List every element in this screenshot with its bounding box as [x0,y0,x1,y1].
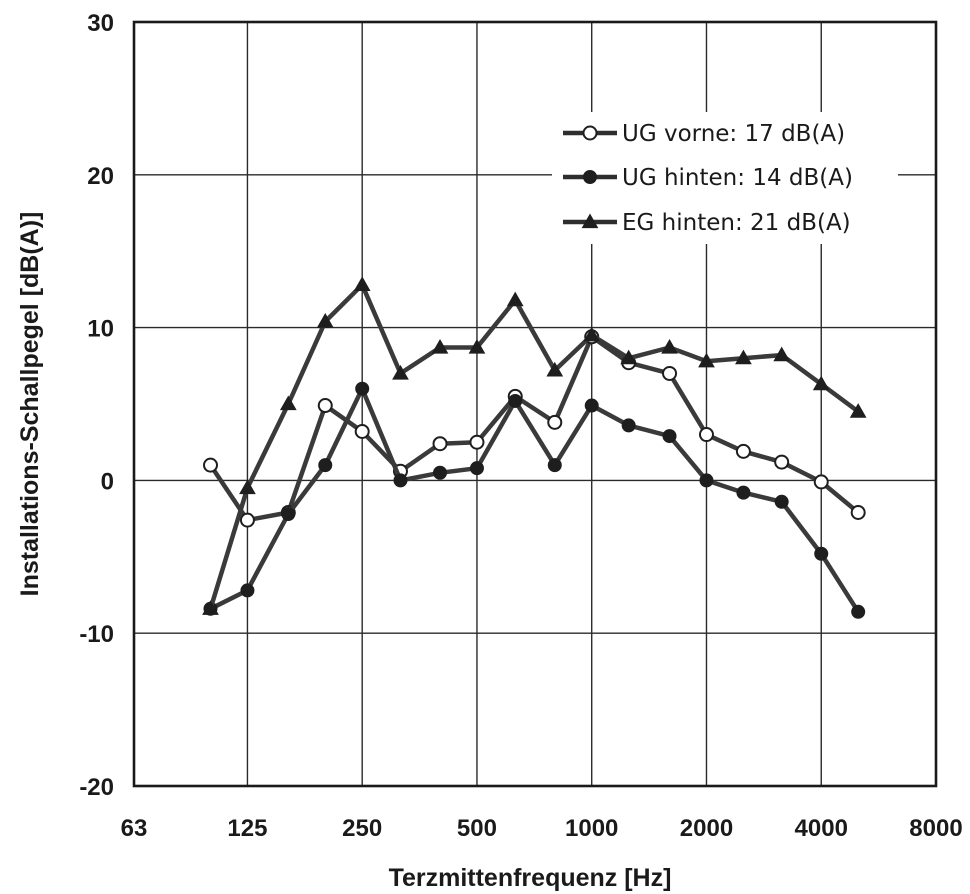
data-point [468,338,486,354]
y-tick-label: -20 [79,774,114,801]
data-point [240,583,255,598]
data-point [851,604,866,619]
data-point [506,291,524,307]
x-axis-title: Terzmittenfrequenz [Hz] [389,864,672,892]
legend-marker [581,213,599,229]
data-point [354,424,370,440]
data-point [469,461,484,476]
data-point [392,364,409,380]
data-point [547,414,563,430]
x-tick-label: 8000 [909,815,962,842]
data-point [393,473,408,488]
data-point [546,361,564,377]
y-tick-label: -10 [79,621,114,648]
grid [132,20,938,788]
data-point [736,485,751,500]
legend-label: EG hinten: 21 dB(A) [622,210,851,236]
data-point [620,349,638,365]
data-point [698,427,714,443]
data-point [353,276,371,291]
data-point [661,338,678,354]
data-point [584,398,599,413]
data-point [850,504,866,520]
data-point [318,458,333,473]
y-axis-title: Installations-Schallpegel [dB(A)] [16,212,44,597]
legend-label: UG hinten: 14 dB(A) [622,165,853,191]
data-point [433,465,448,480]
data-point [662,365,678,381]
data-point [773,346,791,362]
x-tick-label: 1000 [565,815,618,842]
x-tick-label: 4000 [795,815,848,842]
data-point [281,507,296,522]
data-point [812,375,830,391]
data-point [431,338,449,354]
data-point [202,600,219,615]
data-point [813,474,829,490]
x-tick-label: 500 [457,815,497,842]
legend-label: UG vorne: 17 dB(A) [622,121,845,147]
series-3 [202,276,867,615]
y-tick-label: 20 [87,163,114,190]
data-point [508,393,523,408]
data-point [849,403,867,418]
data-point [279,395,297,411]
data-point [583,326,601,342]
data-point [662,429,677,444]
data-point [774,454,790,470]
data-point [699,473,714,488]
y-tick-label: 0 [101,468,114,495]
data-point [774,494,789,509]
series-layer [202,276,867,619]
data-point [239,479,256,495]
data-point [735,443,751,459]
legend-marker [583,170,597,184]
data-point [814,546,829,561]
data-point [698,352,715,368]
legend: UG vorne: 17 dB(A) UG hinten: 14 dB(A) EG … [552,112,898,244]
x-tick-label: 2000 [680,815,733,842]
x-tick-label: 250 [342,815,382,842]
series-line [208,282,860,610]
data-point [469,434,485,450]
data-point [735,349,752,365]
tick-labels: 63 125 250 500 1000 2000 4000 8000 -20 -10 0 10 20 30 [79,10,962,842]
y-tick-label: 30 [87,10,114,37]
x-tick-label: 63 [121,815,148,842]
data-point [432,436,448,452]
data-point [317,398,333,414]
x-tick-label: 125 [227,815,267,842]
data-point [547,458,562,473]
y-tick-label: 10 [87,316,114,343]
data-point [355,381,370,396]
data-point [239,512,255,528]
legend-marker [582,125,598,141]
data-point [621,418,636,433]
data-point [316,312,334,328]
plot-frame [132,20,938,788]
data-point [202,457,218,473]
